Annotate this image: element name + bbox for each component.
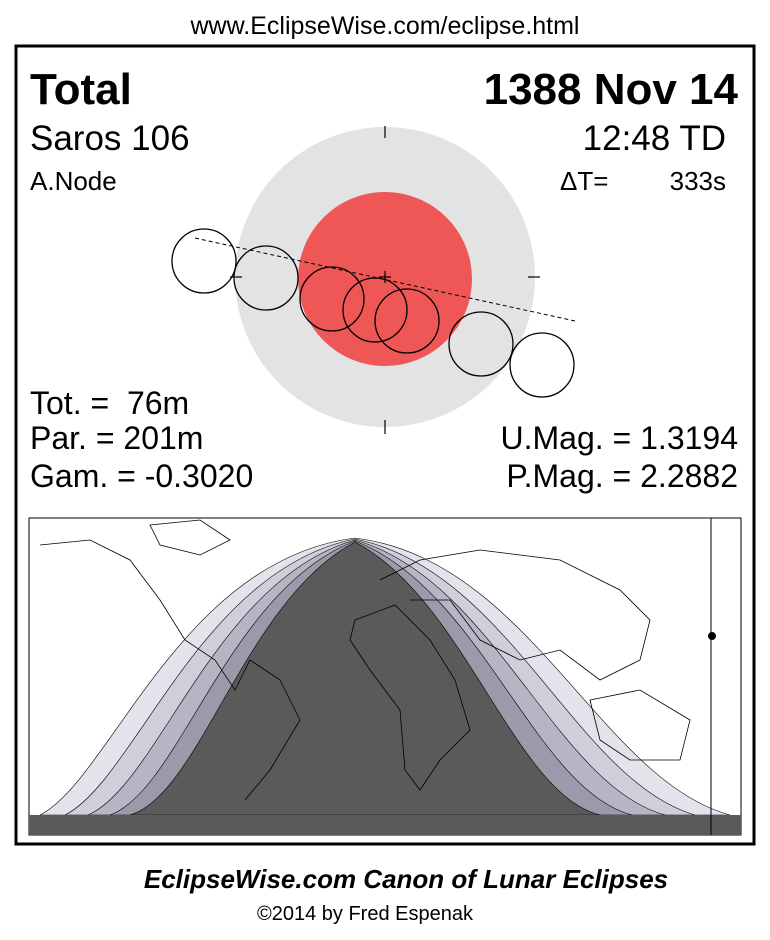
- gamma: Gam. = -0.3020: [30, 458, 253, 494]
- moon-positions: [171, 228, 575, 398]
- footer-title: EclipseWise.com Canon of Lunar Eclipses: [144, 864, 668, 894]
- delta-t-label: ΔT=: [560, 166, 608, 196]
- moon-path: [194, 237, 576, 322]
- url: www.EclipseWise.com/eclipse.html: [190, 12, 580, 40]
- footer-credit: ©2014 by Fred Espenak: [257, 903, 474, 925]
- frame: [14, 44, 756, 846]
- delta-t: 333s: [670, 166, 726, 196]
- time: 12:48 TD: [583, 119, 726, 158]
- totality: Tot. = 76m: [30, 385, 189, 421]
- node: A.Node: [30, 166, 117, 196]
- visibility-map: [28, 517, 742, 836]
- date: 1388 Nov 14: [484, 65, 739, 114]
- eclipse-type: Total: [30, 65, 132, 114]
- umbral-mag: U.Mag. = 1.3194: [501, 420, 738, 456]
- penumbral-mag: P.Mag. = 2.2882: [506, 458, 738, 494]
- saros: Saros 106: [30, 119, 190, 158]
- partial: Par. = 201m: [30, 420, 203, 456]
- axis-ticks: [230, 126, 540, 434]
